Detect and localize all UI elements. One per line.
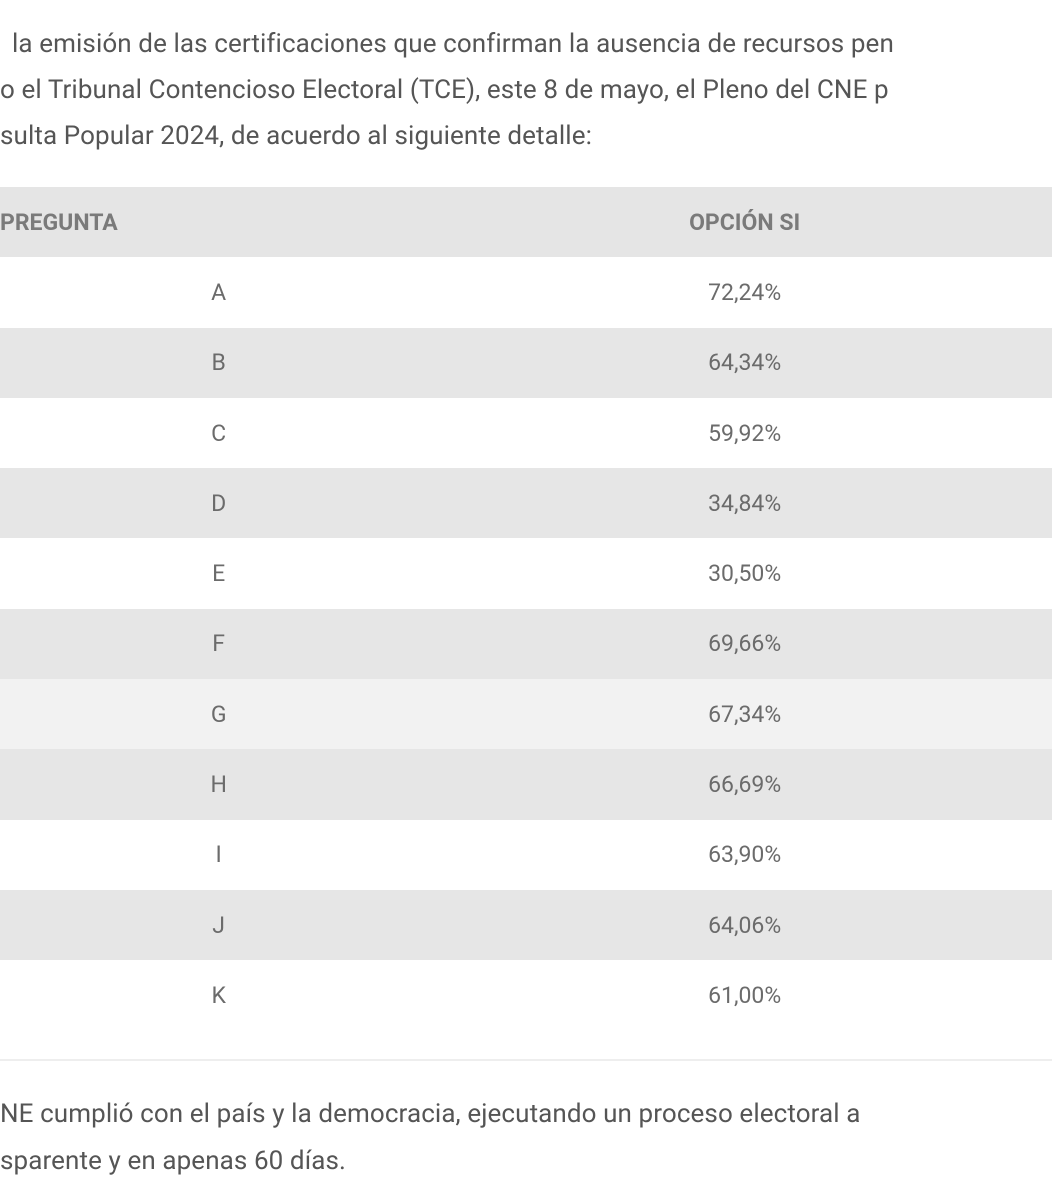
table-cell: 66,69% [708,771,782,799]
table-row: B 64,34% [0,327,1052,398]
text-line: la emisión de las certificaciones que co… [12,29,894,59]
table-cell: F [212,630,226,658]
table-cell: K [211,981,226,1009]
table-cell: 30,50% [708,560,782,588]
table-header: PREGUNTA OPCIÓN SI [0,187,1052,258]
table-cell: 61,00% [708,981,782,1009]
table-row: J 64,06% [0,889,1052,961]
table-cell: 59,92% [708,419,782,447]
table-row: F 69,66% [0,608,1052,680]
table-cell: B [211,349,226,377]
text-line: o el Tribunal Contencioso Electoral (TCE… [0,75,889,105]
table-cell: A [211,278,227,306]
text-line: NE cumplió con el país y la democracia, … [0,1099,861,1129]
table-row: D 34,84% [0,468,1052,539]
table-cell: D [211,489,227,517]
table-row: E 30,50% [0,538,1052,609]
table-row: C 59,92% [0,397,1052,469]
header-cell: PREGUNTA [0,208,118,236]
table-cell: 64,34% [708,349,782,377]
text-line: sulta Popular 2024, de acuerdo al siguie… [0,121,593,151]
table-cell: G [210,700,227,728]
table-cell: J [212,911,225,939]
table-cell: 34,84% [708,489,782,517]
table-row: H 66,69% [0,749,1052,820]
table-cell: E [212,560,226,588]
table-cell: I [215,841,222,869]
text-line: sparente y en apenas 60 días. [0,1146,346,1176]
table-cell: 67,34% [708,700,782,728]
table-row: K 61,00% [0,960,1052,1031]
table-cell: 63,90% [708,841,782,869]
table-row: A 72,24% [0,257,1052,328]
table-cell: 72,24% [708,278,782,306]
table-cell: 69,66% [708,630,782,658]
header-cell: OPCIÓN SI [689,208,801,236]
table-cell: H [210,771,227,799]
table-row: I 63,90% [0,819,1052,890]
table-cell: C [211,419,227,447]
table-cell: 64,06% [708,911,782,939]
results-table: PREGUNTA OPCIÓN SI A 72,24% B 64,34% C 59,92% D 3… [0,187,1052,1031]
separator [0,1059,1052,1061]
table-row: G 67,34% [0,679,1052,750]
